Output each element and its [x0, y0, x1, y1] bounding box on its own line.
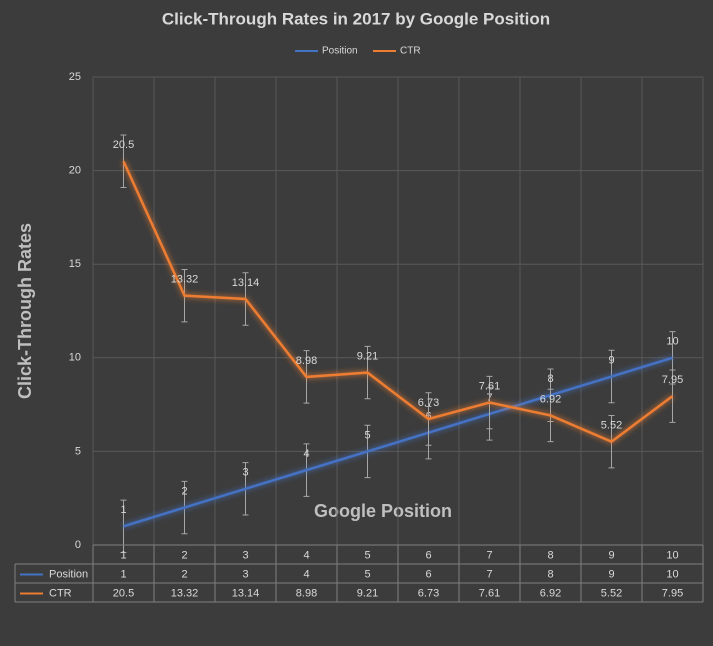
data-label: 1	[120, 504, 126, 516]
x-tick-label: 2	[181, 549, 187, 561]
x-tick-label: 5	[364, 549, 370, 561]
y-tick-label: 25	[69, 71, 81, 83]
y-tick-label: 10	[69, 352, 81, 364]
data-label: 6.73	[418, 397, 439, 409]
y-tick-label: 0	[75, 539, 81, 551]
data-label: 3	[242, 467, 248, 479]
y-tick-label: 20	[69, 165, 81, 177]
table-cell: 7	[486, 568, 492, 580]
table-cell: 8.98	[296, 587, 317, 599]
data-label: 9	[608, 354, 614, 366]
data-label: 7.61	[479, 380, 500, 392]
table-cell: 20.5	[113, 587, 134, 599]
data-label: 13.32	[171, 274, 199, 286]
table-cell: 1	[120, 568, 126, 580]
x-tick-label: 6	[425, 549, 431, 561]
data-label: 8.98	[296, 355, 317, 367]
table-series-name: Position	[49, 568, 88, 580]
y-axis-title: Click-Through Rates	[15, 223, 35, 399]
y-tick-label: 15	[69, 258, 81, 270]
legend-label: CTR	[400, 46, 421, 57]
data-label: 13.14	[232, 277, 260, 289]
x-tick-label: 4	[303, 549, 309, 561]
table-cell: 13.32	[171, 587, 199, 599]
x-tick-label: 3	[242, 549, 248, 561]
table-cell: 7.95	[662, 587, 683, 599]
x-tick-label: 9	[608, 549, 614, 561]
data-label: 4	[303, 448, 309, 460]
data-label: 9.21	[357, 350, 378, 362]
legend-label: Position	[322, 46, 358, 57]
x-tick-label: 10	[666, 549, 678, 561]
data-label: 2	[181, 485, 187, 497]
data-label: 6.92	[540, 393, 561, 405]
table-cell: 9.21	[357, 587, 378, 599]
series-line	[122, 160, 674, 444]
table-cell: 3	[242, 568, 248, 580]
table-cell: 8	[547, 568, 553, 580]
data-label: 20.5	[113, 139, 134, 151]
table-cell: 5	[364, 568, 370, 580]
table-series-name: CTR	[49, 587, 72, 599]
table-cell: 6.92	[540, 587, 561, 599]
series-line	[123, 356, 673, 528]
x-axis-title: Google Position	[314, 501, 452, 521]
x-tick-label: 8	[547, 549, 553, 561]
data-label: 8	[547, 373, 553, 385]
table-cell: 2	[181, 568, 187, 580]
table-cell: 5.52	[601, 587, 622, 599]
data-label: 5.52	[601, 420, 622, 432]
x-tick-label: 1	[120, 549, 126, 561]
table-cell: 7.61	[479, 587, 500, 599]
table-cell: 13.14	[232, 587, 260, 599]
chart-title: Click-Through Rates in 2017 by Google Po…	[162, 9, 550, 28]
data-label: 5	[364, 429, 370, 441]
table-cell: 4	[303, 568, 309, 580]
data-label: 7.95	[662, 374, 683, 386]
table-cell: 10	[666, 568, 678, 580]
table-cell: 6.73	[418, 587, 439, 599]
y-tick-label: 5	[75, 445, 81, 457]
table-cell: 9	[608, 568, 614, 580]
table-cell: 6	[425, 568, 431, 580]
data-label: 10	[666, 336, 678, 348]
x-tick-label: 7	[486, 549, 492, 561]
